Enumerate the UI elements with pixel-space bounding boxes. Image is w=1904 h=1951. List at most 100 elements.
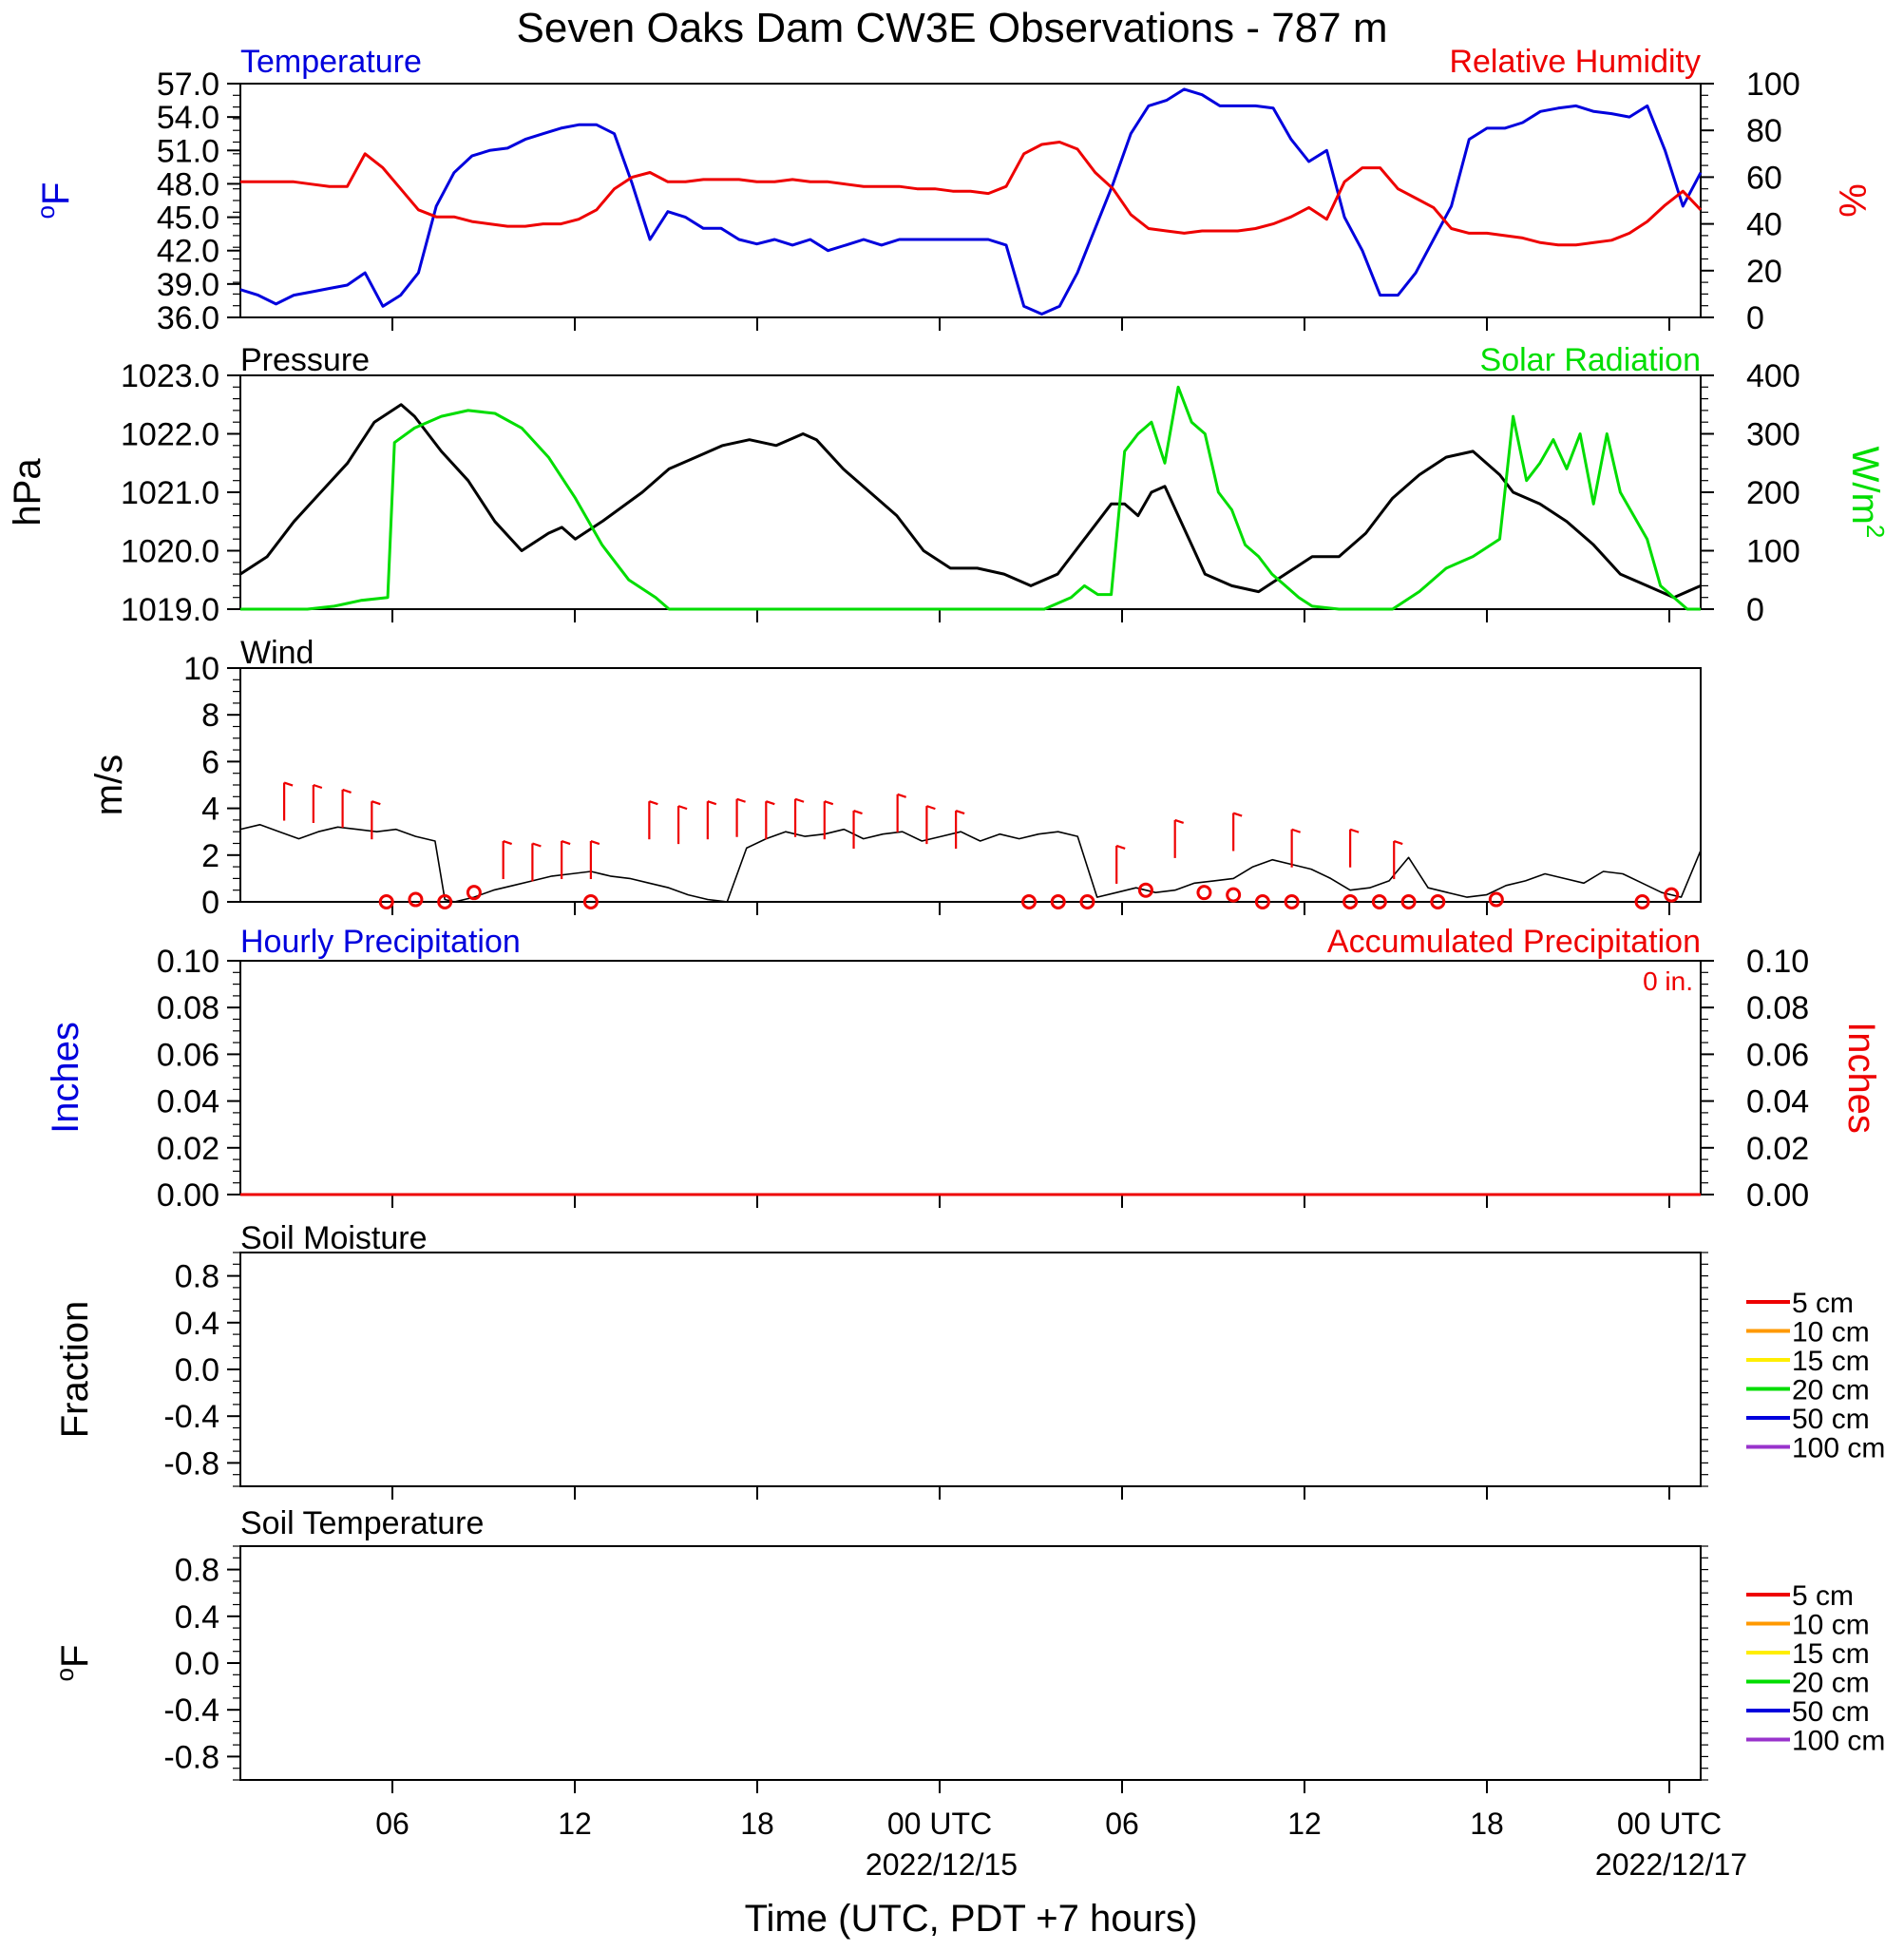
chart-title: Seven Oaks Dam CW3E Observations - 787 m <box>517 5 1388 51</box>
wind-barb-flag <box>1291 828 1301 833</box>
legend-label: 20 cm <box>1792 1375 1870 1406</box>
y-tick-label: 54.0 <box>157 100 219 136</box>
wind-barb-flag <box>283 781 294 787</box>
panel-temp-rh-frame <box>239 83 1702 318</box>
calm-wind-marker <box>1400 894 1417 909</box>
y-tick-label: 0.06 <box>157 1037 219 1073</box>
y-tick-label: 0.0 <box>175 1646 219 1682</box>
temperature-unit-label: oF <box>31 182 77 220</box>
wind-barb-flag <box>794 797 805 803</box>
panel-precip: Hourly Precipitation Accumulated Precipi… <box>45 924 1882 1214</box>
wind-barb-flag <box>590 839 600 846</box>
y-tick-label: 0.4 <box>175 1306 219 1342</box>
series-line-solar-radiation <box>240 385 1701 611</box>
soil-temperature-unit-f: F <box>54 1645 96 1668</box>
panel-soil-temperature-x-ticks <box>391 1545 1708 1793</box>
y-tick-label: 0 <box>201 885 219 921</box>
humidity-unit-label: % <box>1831 183 1873 218</box>
wind-y-ticks: 10 8 6 4 2 0 <box>183 651 240 921</box>
y-tick-label: 1021.0 <box>121 475 219 511</box>
y-tick-label: 20 <box>1746 254 1782 290</box>
panel-wind-series <box>239 781 1702 909</box>
solar-unit-base: W/m <box>1844 447 1886 525</box>
wind-barb-flag <box>853 810 863 815</box>
y-tick-label: 1019.0 <box>121 592 219 628</box>
panel-wind-frame <box>239 667 1702 903</box>
wind-barb-flag <box>342 788 352 794</box>
wind-barb-flag <box>824 800 834 806</box>
humidity-title: Relative Humidity <box>1449 44 1701 80</box>
wind-barb-flag <box>1349 828 1360 833</box>
y-tick-label: 0.04 <box>1746 1084 1809 1120</box>
x-tick-label: 12 <box>558 1807 592 1841</box>
calm-wind-marker <box>1020 894 1037 909</box>
legend-label: 10 cm <box>1792 1610 1870 1641</box>
legend-label: 15 cm <box>1792 1638 1870 1670</box>
y-tick-label: 0.08 <box>157 990 219 1026</box>
y-tick-label: 42.0 <box>157 234 219 270</box>
date-label-first: 2022/12/15 <box>866 1847 1018 1882</box>
panel-pressure-solar-x-ticks <box>391 609 1670 622</box>
y-tick-label: 100 <box>1746 67 1800 103</box>
x-axis-title: Time (UTC, PDT +7 hours) <box>745 1898 1198 1940</box>
y-tick-label: 8 <box>201 698 219 734</box>
wind-barb-flag <box>1232 812 1243 817</box>
calm-wind-marker <box>1342 894 1359 909</box>
y-tick-label: 0.06 <box>1746 1037 1809 1073</box>
legend-label: 5 cm <box>1792 1288 1854 1319</box>
wind-barb-flag <box>897 793 906 798</box>
soil-moisture-y-ticks: 0.8 0.4 0.0 -0.4 -0.8 <box>163 1252 240 1487</box>
wind-barb-flag <box>561 839 571 846</box>
soil-temperature-unit-label: oF <box>50 1645 96 1682</box>
hourly-precip-unit-label: Inches <box>45 1022 86 1134</box>
x-tick-label: 18 <box>740 1807 774 1841</box>
x-tick-label: 06 <box>375 1807 409 1841</box>
y-tick-label: 0.8 <box>175 1259 219 1295</box>
y-tick-label: -0.8 <box>163 1445 219 1482</box>
panel-precip-x-ticks <box>391 1195 1670 1208</box>
y-tick-label: 0 <box>1746 300 1764 336</box>
panel-temp-rh-series <box>239 87 1703 316</box>
panel-soil-temperature-frame <box>239 1545 1702 1781</box>
panel-soil-moisture-frame <box>239 1252 1702 1487</box>
calm-wind-marker <box>1488 891 1504 908</box>
soil-moisture-title: Soil Moisture <box>240 1220 428 1256</box>
solar-unit-sup: 2 <box>1861 525 1890 538</box>
time-axis-tick-labels: 06 12 18 00 UTC 06 12 18 00 UTC <box>375 1807 1722 1841</box>
soil-temperature-unit-o: o <box>50 1668 79 1681</box>
y-tick-label: 300 <box>1746 417 1800 453</box>
soil-temperature-y-ticks: 0.8 0.4 0.0 -0.4 -0.8 <box>163 1545 240 1781</box>
y-tick-label: 0.4 <box>175 1599 219 1635</box>
calm-wind-marker <box>437 894 453 909</box>
calm-wind-marker <box>1254 894 1270 909</box>
y-tick-label: 0.00 <box>1746 1177 1809 1214</box>
y-tick-label: 4 <box>201 792 219 828</box>
legend-label: 5 cm <box>1792 1580 1854 1612</box>
y-tick-label: 1023.0 <box>121 358 219 394</box>
wind-title: Wind <box>240 635 314 671</box>
accum-precip-total: 0 in. <box>1643 966 1693 996</box>
calm-wind-marker <box>1371 894 1387 909</box>
hourly-precip-y-ticks: 0.10 0.08 0.06 0.04 0.02 0.00 <box>157 944 240 1214</box>
calm-wind-marker <box>1226 887 1242 903</box>
soil-temperature-title: Soil Temperature <box>240 1505 484 1541</box>
calm-wind-marker <box>1196 885 1212 901</box>
wind-barb-flag <box>313 783 323 790</box>
calm-wind-marker <box>466 885 482 901</box>
calm-wind-marker <box>1430 894 1446 909</box>
calm-wind-marker <box>1284 894 1300 909</box>
wind-barb-flag <box>1174 818 1185 824</box>
series-line-relative-humidity <box>240 141 1703 247</box>
y-tick-label: 0.02 <box>157 1131 219 1167</box>
legend-label: 10 cm <box>1792 1317 1870 1348</box>
solar-unit-label: W/m2 <box>1844 447 1890 539</box>
wind-unit-label: m/s <box>88 755 130 815</box>
legend-label: 20 cm <box>1792 1668 1870 1699</box>
y-tick-label: 0.08 <box>1746 990 1809 1026</box>
date-label-second: 2022/12/17 <box>1595 1847 1747 1882</box>
panel-precip-frame <box>239 960 1702 1195</box>
legend-label: 100 cm <box>1792 1726 1885 1757</box>
wind-barb-flag <box>677 805 688 811</box>
